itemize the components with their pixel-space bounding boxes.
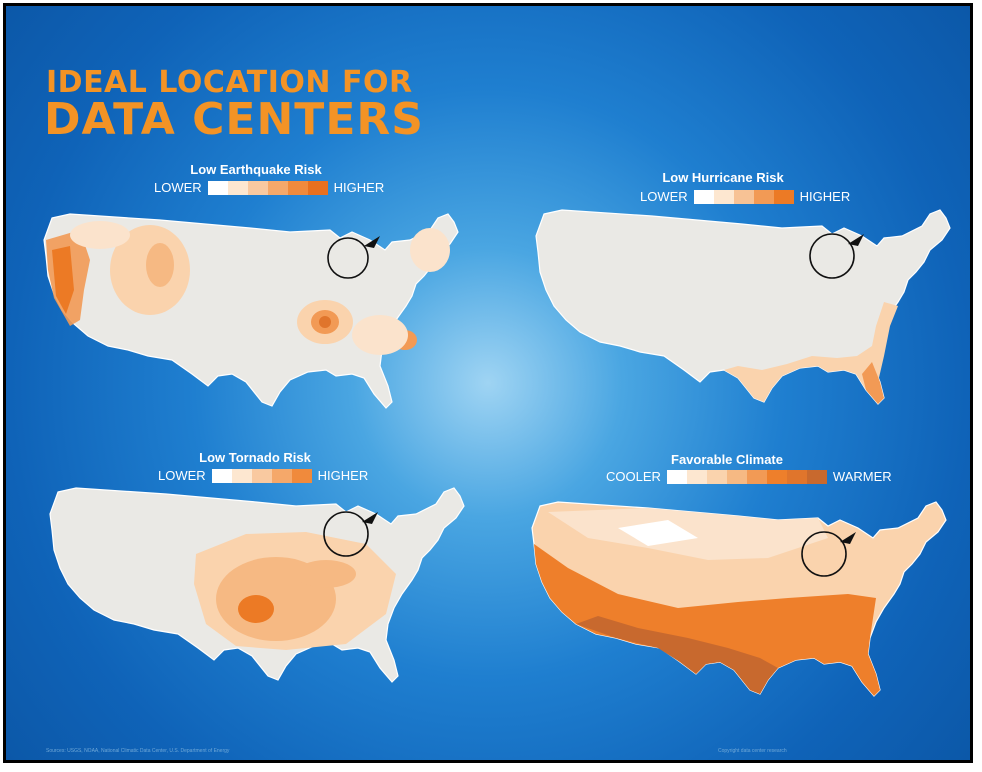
michigan-arrow-icon <box>840 532 856 544</box>
legend-swatch <box>806 469 827 484</box>
hurricane-panel-title: Low Hurricane Risk <box>662 170 784 185</box>
michigan-arrow-icon <box>848 234 864 246</box>
earthquake-legend-swatches <box>207 180 328 195</box>
legend-swatch <box>307 180 328 195</box>
michigan-circle <box>323 511 369 557</box>
climate-legend: COOLER WARMER <box>600 469 898 484</box>
legend-swatch <box>786 469 807 484</box>
climate-legend-low: COOLER <box>606 469 661 484</box>
earthquake-legend-high: HIGHER <box>333 180 385 195</box>
footnote-right: Copyright data center research <box>718 748 787 754</box>
hurricane-risk-map <box>535 209 951 405</box>
legend-swatch <box>726 469 747 484</box>
legend-swatch <box>211 468 232 483</box>
hurricane-legend-low: LOWER <box>640 189 688 204</box>
legend-swatch <box>267 180 288 195</box>
tornado-legend: LOWER HIGHER <box>152 468 374 483</box>
earthquake-legend: LOWER HIGHER <box>148 180 390 195</box>
legend-swatch <box>773 189 794 204</box>
legend-swatch <box>227 180 248 195</box>
tornado-panel-title: Low Tornado Risk <box>199 450 311 465</box>
legend-swatch <box>746 469 767 484</box>
tornado-risk-map <box>49 487 465 683</box>
michigan-circle <box>801 531 847 577</box>
legend-swatch <box>251 468 272 483</box>
legend-swatch <box>693 189 714 204</box>
title-line-2: DATA CENTERS <box>44 94 424 145</box>
footnote-left: Sources: USGS, NOAA, National Climatic D… <box>46 748 230 754</box>
climate-panel-title: Favorable Climate <box>671 452 783 467</box>
climate-map <box>531 501 947 697</box>
title-line-1: IDEAL LOCATION FOR <box>46 65 413 100</box>
tornado-legend-swatches <box>211 468 312 483</box>
michigan-arrow-icon <box>364 236 380 248</box>
legend-swatch <box>287 180 308 195</box>
legend-swatch <box>247 180 268 195</box>
legend-swatch <box>207 180 228 195</box>
legend-swatch <box>666 469 687 484</box>
legend-swatch <box>753 189 774 204</box>
earthquake-legend-low: LOWER <box>154 180 202 195</box>
legend-swatch <box>271 468 292 483</box>
michigan-arrow-icon <box>362 512 378 524</box>
michigan-circle <box>809 233 855 279</box>
legend-swatch <box>686 469 707 484</box>
legend-swatch <box>706 469 727 484</box>
legend-swatch <box>766 469 787 484</box>
earthquake-panel-title: Low Earthquake Risk <box>190 162 322 177</box>
tornado-legend-low: LOWER <box>158 468 206 483</box>
earthquake-risk-map <box>43 213 459 409</box>
legend-swatch <box>733 189 754 204</box>
climate-legend-high: WARMER <box>832 469 892 484</box>
legend-swatch <box>713 189 734 204</box>
hurricane-legend-high: HIGHER <box>799 189 851 204</box>
legend-swatch <box>291 468 312 483</box>
hurricane-legend-swatches <box>693 189 794 204</box>
climate-legend-swatches <box>666 469 827 484</box>
michigan-circle <box>327 237 369 279</box>
infographic-frame: IDEAL LOCATION FOR DATA CENTERS Low Eart… <box>3 3 973 763</box>
tornado-legend-high: HIGHER <box>317 468 369 483</box>
legend-swatch <box>231 468 252 483</box>
hurricane-legend: LOWER HIGHER <box>634 189 856 204</box>
